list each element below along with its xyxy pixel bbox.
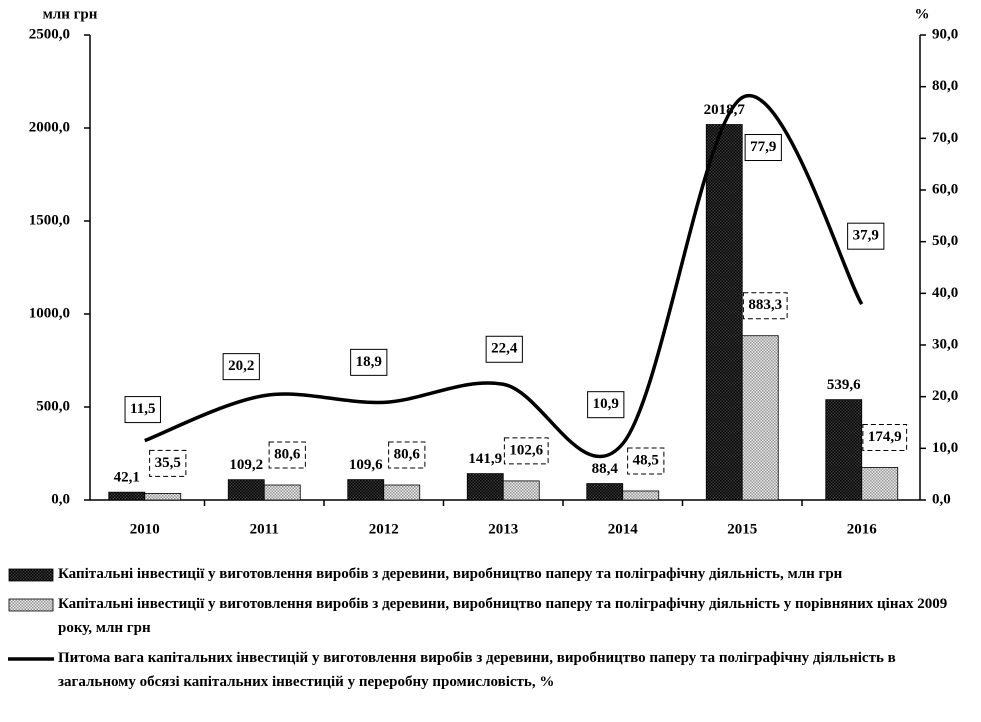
- y-axis-label: млн грн: [43, 6, 98, 22]
- data-label: 88,4: [592, 461, 619, 477]
- label-box: [503, 437, 549, 465]
- data-label: 22,4: [491, 341, 518, 357]
- y-tick-label: 0,0: [51, 491, 70, 507]
- legend-rect: [8, 568, 54, 582]
- y-tick-label: 1000,0: [29, 305, 70, 321]
- data-label: 80,6: [394, 446, 421, 462]
- y-tick-label: 2500,0: [29, 26, 70, 42]
- label-box: [742, 292, 788, 320]
- data-label: 80,6: [274, 446, 301, 462]
- data-label: 77,9: [750, 139, 776, 155]
- data-label: 141,9: [468, 451, 502, 467]
- bar: [586, 483, 624, 501]
- bar: [466, 473, 504, 501]
- x-tick-label: 2016: [847, 521, 878, 537]
- legend-label: Капітальні інвестиції у виготовлення вир…: [58, 596, 948, 636]
- x-tick-label: 2013: [488, 521, 518, 537]
- label-box: [222, 353, 260, 381]
- x-tick-label: 2011: [250, 521, 279, 537]
- bar: [263, 484, 301, 501]
- y2-tick-label: 40,0: [932, 285, 958, 301]
- y-tick-label: 2000,0: [29, 119, 70, 135]
- y2-tick-label: 70,0: [932, 130, 958, 146]
- bar: [383, 484, 421, 501]
- y2-tick-label: 20,0: [932, 388, 958, 404]
- bar: [861, 467, 899, 501]
- legend-swatch: [8, 598, 54, 612]
- y2-tick-label: 90,0: [932, 26, 958, 42]
- bar: [705, 124, 743, 501]
- data-label: 35,5: [155, 455, 181, 471]
- x-tick-label: 2010: [130, 521, 160, 537]
- legend-label: Капітальні інвестиції у виготовлення вир…: [58, 566, 843, 582]
- y2-tick-label: 80,0: [932, 78, 958, 94]
- label-box: [587, 391, 625, 419]
- legend-swatch: [8, 568, 54, 582]
- label-box: [124, 396, 161, 424]
- legend-label: Питома вага капітальних інвестицій у виг…: [58, 650, 896, 690]
- label-box: [744, 134, 782, 162]
- bar: [227, 479, 265, 501]
- x-tick-label: 2012: [369, 521, 399, 537]
- data-label: 109,6: [349, 457, 383, 473]
- label-box: [350, 348, 388, 376]
- data-label: 11,5: [130, 401, 155, 417]
- y-tick-label: 500,0: [36, 398, 70, 414]
- bar: [825, 399, 863, 501]
- y2-tick-label: 30,0: [932, 336, 958, 352]
- y2-tick-label: 10,0: [932, 440, 958, 456]
- label-box: [862, 423, 908, 451]
- bar: [347, 479, 385, 501]
- data-label: 174,9: [868, 429, 902, 445]
- y2-tick-label: 50,0: [932, 233, 958, 249]
- legend-rect: [8, 598, 54, 612]
- label-box: [485, 335, 523, 363]
- legend-item: Капітальні інвестиції у виготовлення вир…: [8, 562, 973, 586]
- y2-axis-label: %: [915, 6, 930, 22]
- data-label: 10,9: [593, 396, 619, 412]
- x-tick-label: 2014: [608, 521, 639, 537]
- y2-tick-label: 0,0: [932, 491, 951, 507]
- legend-swatch: [8, 657, 54, 661]
- bar: [741, 335, 779, 501]
- legend: Капітальні інвестиції у виготовлення вир…: [8, 562, 973, 700]
- data-label: 48,5: [633, 452, 659, 468]
- bar: [144, 492, 182, 501]
- label-box: [388, 441, 426, 469]
- data-label: 102,6: [509, 442, 543, 458]
- label-box: [627, 447, 665, 475]
- y2-tick-label: 60,0: [932, 181, 958, 197]
- data-label: 883,3: [748, 297, 782, 313]
- x-tick-label: 2015: [727, 521, 757, 537]
- bar: [622, 490, 660, 501]
- label-box: [847, 222, 885, 250]
- label-box: [268, 441, 306, 469]
- data-label: 109,2: [229, 457, 263, 473]
- data-label: 539,6: [827, 377, 861, 393]
- legend-item: Питома вага капітальних інвестицій у виг…: [8, 646, 973, 694]
- data-label: 20,2: [228, 358, 254, 374]
- chart: млн грн % 0,0 500,0 1000,0 1500,0 2000,0 2500…: [29, 6, 959, 537]
- data-label: 37,9: [853, 228, 879, 244]
- y-tick-label: 1500,0: [29, 212, 70, 228]
- data-label: 2018,7: [704, 102, 746, 118]
- bar: [108, 491, 146, 501]
- legend-item: Капітальні інвестиції у виготовлення вир…: [8, 592, 973, 640]
- line: [144, 93, 864, 459]
- bar: [502, 480, 540, 501]
- data-label: 42,1: [114, 470, 140, 486]
- label-box: [149, 449, 187, 477]
- data-label: 18,9: [356, 354, 382, 370]
